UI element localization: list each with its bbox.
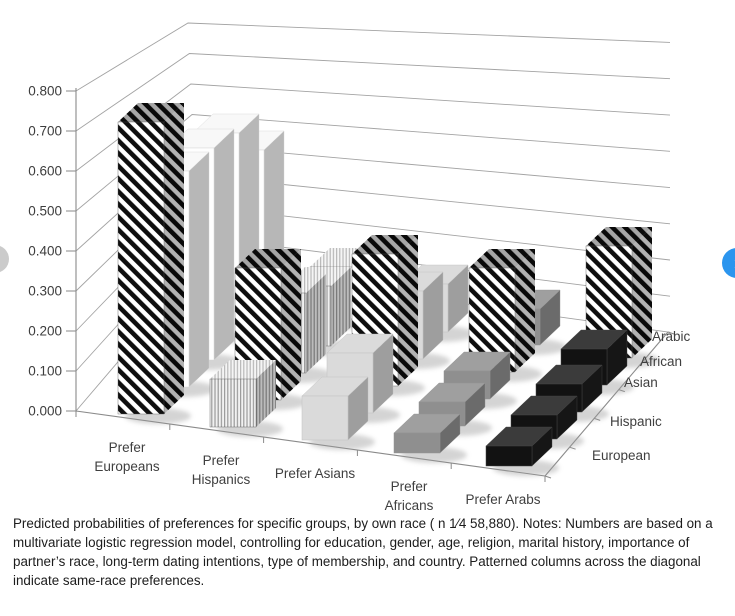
- y-tick-label: 0.200: [28, 324, 62, 339]
- series-label: Arabic: [652, 329, 691, 344]
- category-label: Africans: [385, 498, 434, 512]
- category-label: Prefer Arabs: [465, 492, 540, 507]
- gridline: [75, 22, 671, 92]
- figure-panel: 0.000 0.100 0.200 0.300 0.400 0.500 0.600 0.700…: [28, 22, 691, 513]
- gridline: [75, 53, 671, 132]
- category-label: Prefer: [203, 453, 240, 468]
- y-tick-label: 0.500: [28, 204, 62, 219]
- bar-African-Prefer-Africans: [468, 249, 542, 382]
- bar-European-Prefer-Asians: [301, 376, 375, 450]
- series-label: Asian: [624, 375, 658, 390]
- gridline: [75, 83, 671, 172]
- bar-Arabic-Prefer-Arabs: [585, 227, 659, 368]
- bar-European-Prefer-Arabs: [485, 426, 559, 476]
- y-tick-label: 0.600: [28, 164, 62, 179]
- bar-Asian-Prefer-Asians: [351, 235, 425, 396]
- series-label: African: [640, 354, 682, 369]
- gridline: [75, 114, 671, 212]
- category-label: Prefer: [109, 440, 146, 455]
- carousel-prev-button[interactable]: ‹: [0, 245, 9, 273]
- series-label: Hispanic: [610, 414, 662, 429]
- series-label: European: [592, 448, 651, 463]
- y-tick-label: 0.100: [28, 364, 62, 379]
- category-label: Prefer Asians: [275, 466, 356, 481]
- y-tick-label: 0.800: [28, 84, 62, 99]
- preference-3d-bar-chart: 0.000 0.100 0.200 0.300 0.400 0.500 0.600 0.700…: [28, 22, 691, 513]
- category-label: Prefer: [391, 479, 428, 494]
- category-label: Hispanics: [192, 472, 251, 487]
- y-tick-label: 0.400: [28, 244, 62, 259]
- y-tick-label: 0.000: [28, 404, 62, 419]
- figure-caption: Predicted probabilities of preferences f…: [13, 516, 713, 588]
- category-label: Europeans: [94, 459, 160, 474]
- bar-European-Prefer-Europeans: [117, 103, 191, 424]
- bar-European-Prefer-Hispanics: [209, 360, 283, 437]
- bar-European-Prefer-Africans: [393, 413, 467, 463]
- y-tick-label: 0.700: [28, 124, 62, 139]
- y-tick-label: 0.300: [28, 284, 62, 299]
